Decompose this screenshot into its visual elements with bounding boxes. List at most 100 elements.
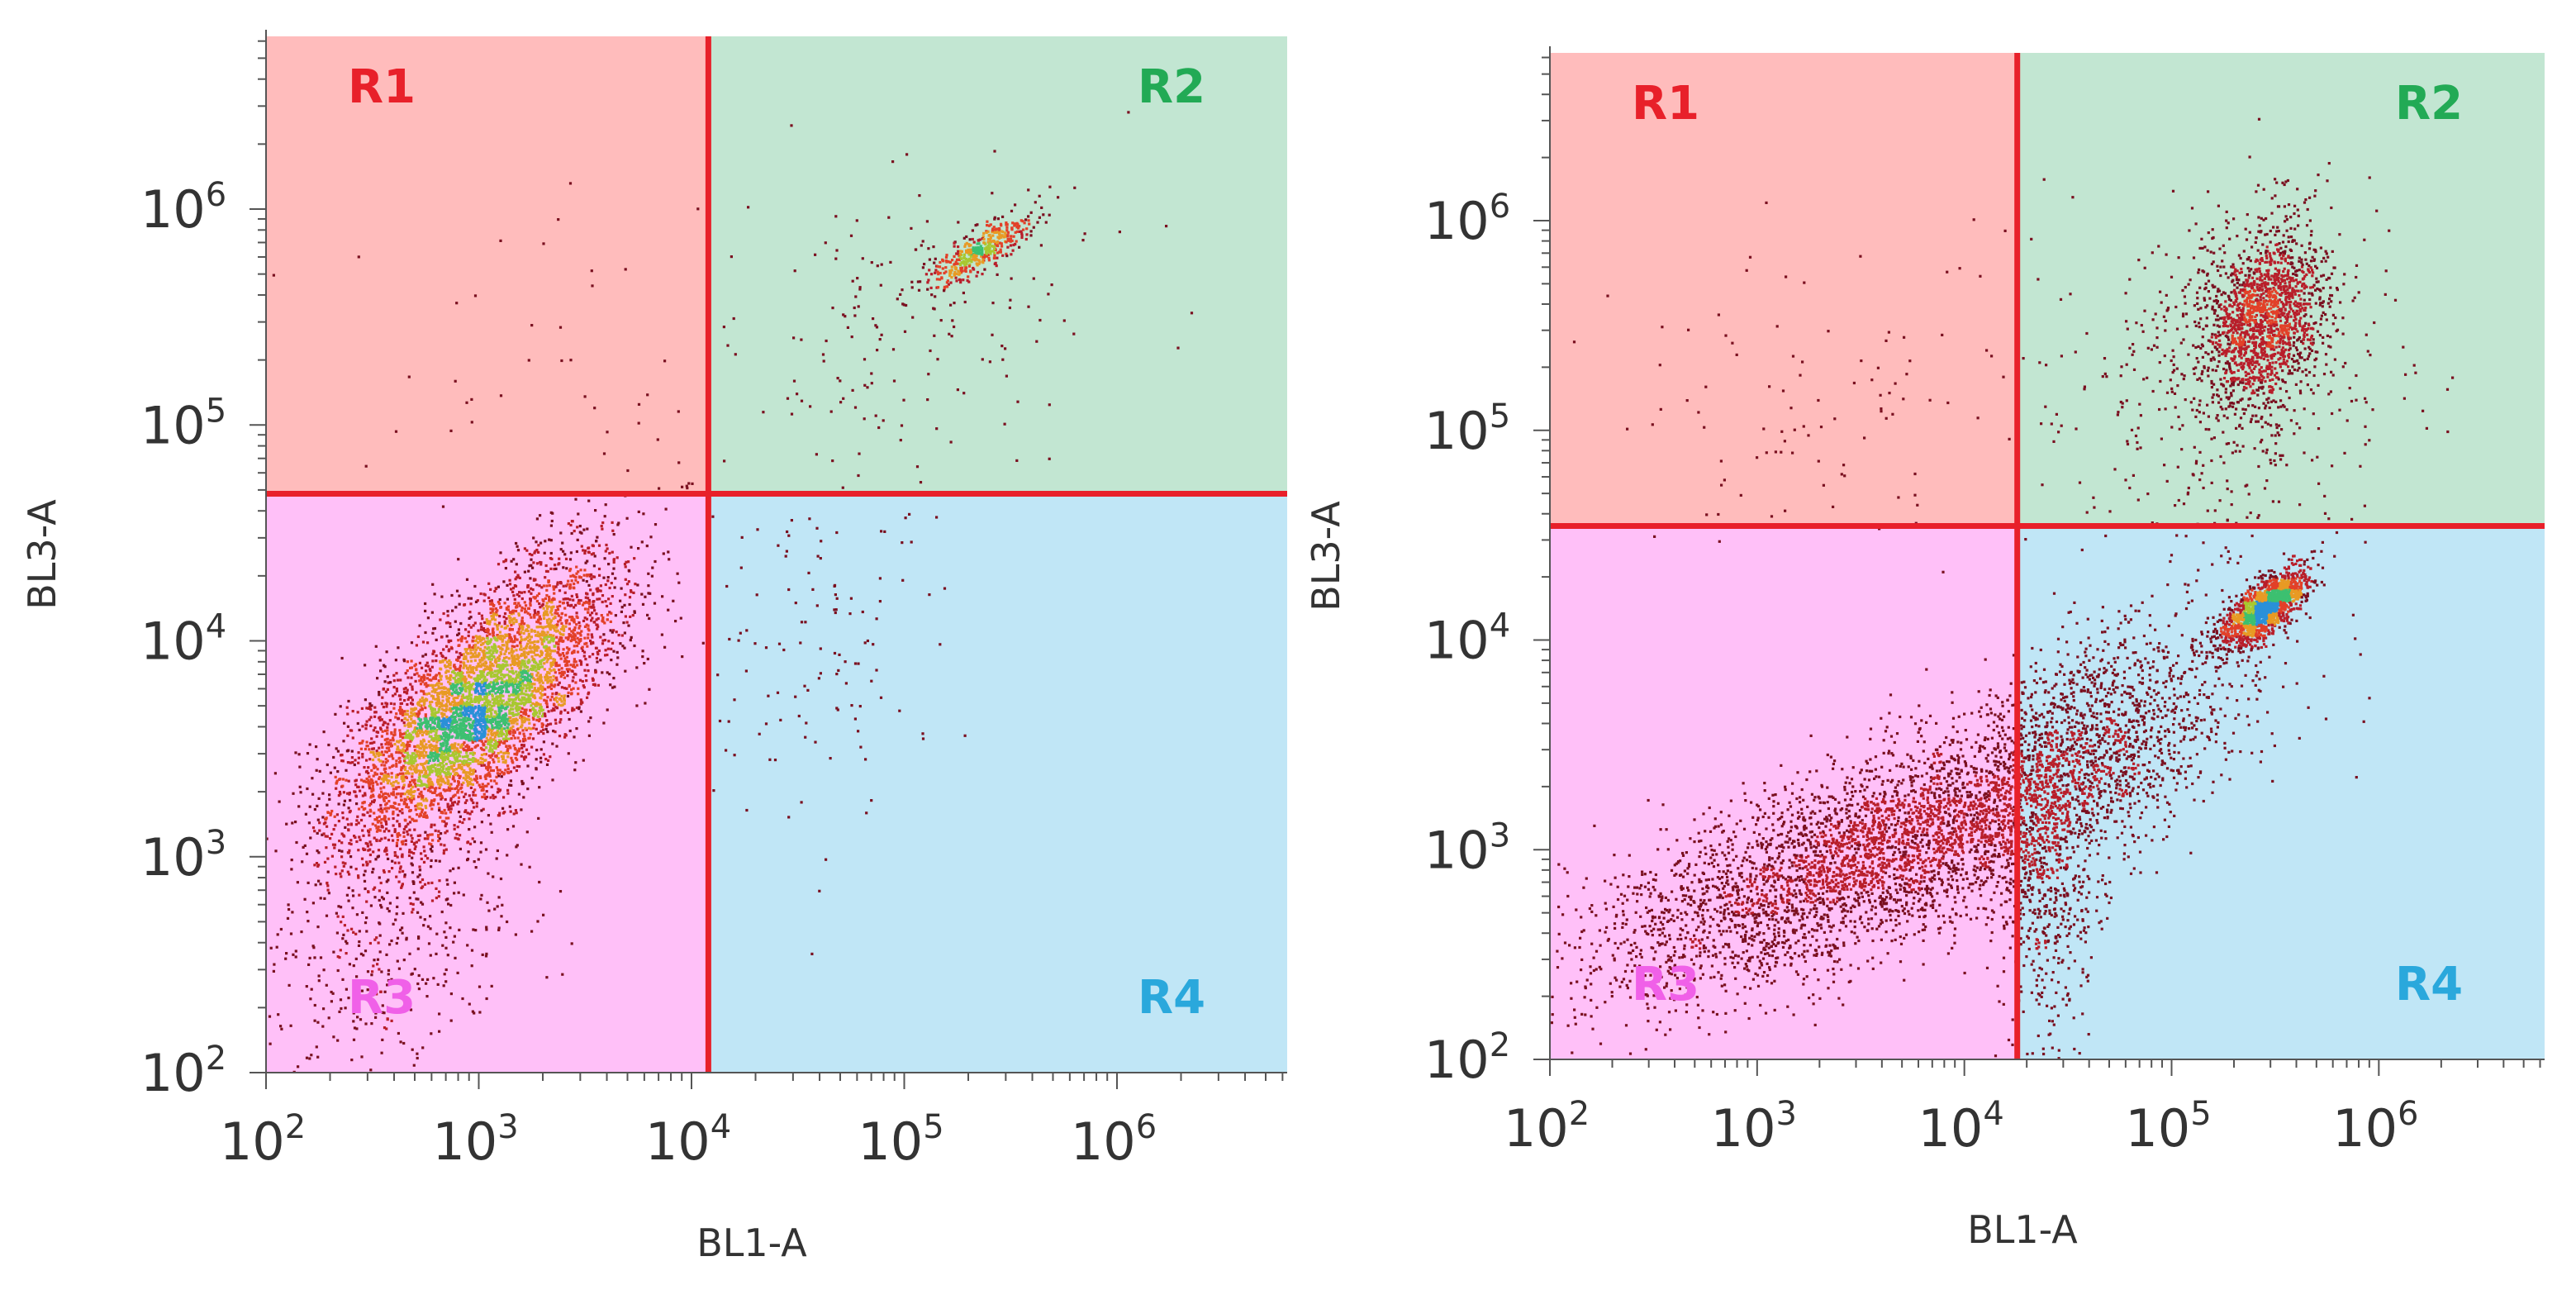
event-dot — [480, 809, 483, 812]
event-dot — [418, 774, 421, 778]
event-dot — [394, 796, 397, 799]
event-dot — [479, 776, 482, 779]
event-dot — [558, 618, 562, 622]
event-dot — [366, 811, 369, 814]
event-dot — [606, 653, 609, 657]
event-dot — [501, 699, 505, 702]
event-dot — [520, 707, 524, 710]
event-dot — [474, 758, 478, 761]
event-dot — [466, 652, 469, 655]
event-dot — [430, 859, 433, 862]
event-dot — [430, 833, 434, 836]
event-dot — [464, 664, 468, 668]
event-dot — [433, 593, 436, 596]
event-dot — [467, 631, 470, 634]
event-dot — [409, 754, 412, 758]
event-dot — [454, 702, 457, 705]
event-dot — [326, 811, 330, 814]
event-dot — [576, 631, 579, 635]
event-dot — [421, 721, 424, 725]
event-dot — [560, 667, 563, 670]
event-dot — [400, 744, 403, 747]
event-dot — [478, 731, 482, 734]
event-dot — [372, 774, 375, 778]
event-dot — [364, 792, 367, 795]
event-dot — [482, 733, 485, 736]
event-dot — [489, 721, 492, 725]
event-dot — [593, 554, 596, 558]
event-dot — [485, 618, 488, 621]
event-dot — [494, 645, 497, 649]
event-dot — [426, 721, 430, 725]
event-dot — [534, 702, 537, 706]
event-dot — [468, 778, 472, 781]
event-dot — [341, 778, 345, 781]
event-dot — [385, 705, 388, 708]
event-dot — [455, 650, 459, 654]
event-dot — [459, 714, 463, 717]
event-dot — [481, 795, 484, 799]
event-dot — [592, 592, 595, 595]
event-dot — [575, 612, 578, 615]
event-dot — [382, 777, 385, 780]
event-dot — [501, 648, 504, 651]
event-dot — [440, 843, 443, 846]
event-dot — [498, 726, 501, 730]
event-dot — [506, 583, 509, 587]
event-dot — [516, 545, 519, 548]
event-dot — [497, 707, 501, 710]
event-dot — [552, 658, 555, 661]
event-dot — [538, 711, 541, 715]
event-dot — [456, 802, 459, 806]
event-dot — [535, 767, 538, 770]
event-dot — [446, 621, 449, 624]
event-dot — [373, 811, 376, 815]
event-dot — [487, 667, 490, 670]
event-dot — [508, 670, 511, 673]
event-dot — [448, 759, 451, 763]
event-dot — [437, 685, 440, 688]
event-dot — [453, 764, 456, 767]
event-dot — [497, 752, 500, 755]
event-dot — [667, 608, 670, 612]
event-dot — [449, 639, 453, 642]
event-dot — [348, 842, 351, 845]
event-dot — [548, 685, 551, 688]
event-dot — [627, 560, 630, 564]
event-dot — [476, 684, 479, 688]
event-dot — [383, 836, 387, 840]
event-dot — [565, 668, 568, 671]
event-dot — [467, 713, 471, 716]
event-dot — [416, 750, 419, 754]
event-dot — [425, 751, 428, 754]
event-dot — [530, 674, 533, 678]
event-dot — [444, 755, 448, 759]
event-dot — [335, 787, 338, 790]
event-dot — [533, 723, 536, 726]
event-dot — [522, 738, 525, 741]
event-dot — [478, 670, 482, 673]
event-dot — [573, 664, 576, 667]
event-dot — [380, 750, 384, 754]
event-dot — [477, 701, 480, 704]
event-dot — [525, 647, 528, 650]
event-dot — [576, 664, 579, 667]
event-dot — [558, 557, 561, 560]
event-dot — [506, 642, 509, 646]
event-dot — [497, 788, 500, 791]
event-dot — [538, 786, 541, 789]
event-dot — [481, 617, 484, 621]
event-dot — [393, 728, 397, 731]
event-dot — [399, 697, 402, 701]
event-dot — [647, 584, 650, 588]
event-dot — [340, 875, 343, 878]
event-dot — [630, 590, 633, 593]
event-dot — [500, 652, 503, 655]
event-dot — [441, 728, 444, 731]
event-dot — [357, 785, 360, 788]
event-dot — [511, 587, 516, 590]
event-dot — [530, 673, 534, 676]
event-dot — [511, 714, 515, 717]
event-dot — [575, 593, 578, 597]
event-dot — [485, 790, 488, 793]
